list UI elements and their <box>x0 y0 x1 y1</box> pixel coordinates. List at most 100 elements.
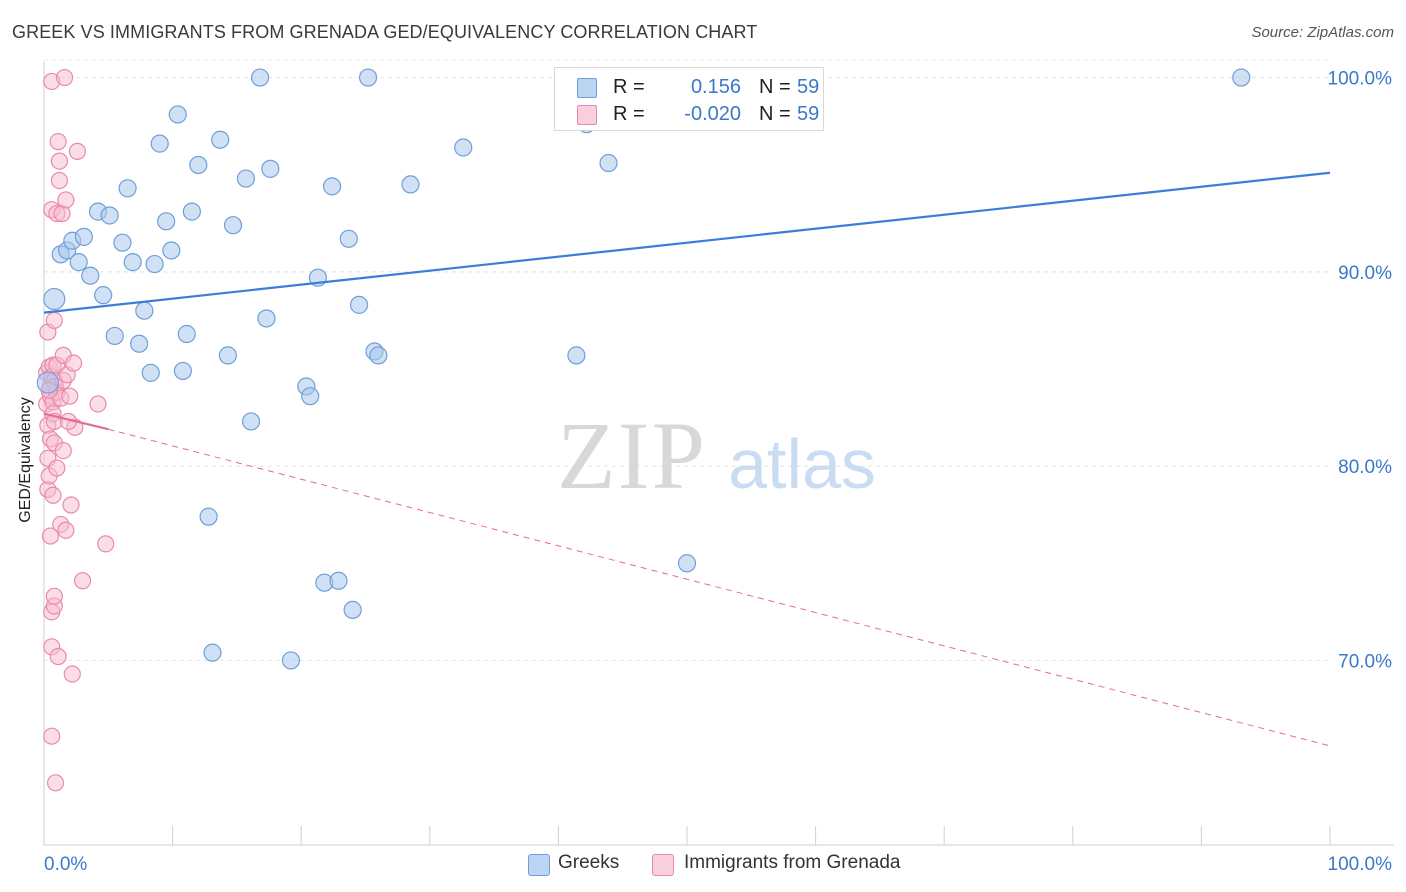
grenada-point <box>48 459 66 477</box>
grenada-point <box>45 587 63 605</box>
greeks-point <box>369 346 388 365</box>
legend-label-grenada: Immigrants from Grenada <box>684 852 901 873</box>
y-tick-label: 80.0% <box>1338 457 1392 478</box>
grenada-point <box>57 191 75 209</box>
grenada-point <box>54 441 72 460</box>
grenada-point <box>41 527 60 545</box>
greeks-point <box>182 202 201 221</box>
greeks-point <box>218 346 237 365</box>
greeks-point <box>211 130 230 149</box>
greeks-point <box>322 177 342 196</box>
greeks-point <box>261 159 280 178</box>
series-legend: Greeks Immigrants from Grenada <box>0 852 1406 878</box>
greeks-point <box>157 212 176 231</box>
greeks-point <box>349 295 369 314</box>
legend-swatch-pink <box>577 105 597 125</box>
x-tick-label-max: 100.0% <box>1328 854 1393 875</box>
greeks-point <box>145 254 164 274</box>
chart-title: GREEK VS IMMIGRANTS FROM GRENADA GED/EQU… <box>12 22 758 42</box>
grenada-trend-extension <box>108 428 1331 747</box>
greeks-point <box>43 287 66 311</box>
greeks-point <box>454 138 473 157</box>
greeks-point <box>177 324 196 344</box>
greeks-point <box>677 554 697 573</box>
legend-r-value: -0.020 <box>684 103 741 125</box>
greeks-point <box>343 600 362 620</box>
grenada-point <box>43 727 61 745</box>
greeks-point <box>236 169 256 188</box>
greeks-point <box>567 346 586 365</box>
legend-r-value: 0.156 <box>690 76 741 98</box>
legend-swatch-grenada <box>652 854 674 876</box>
greeks-point <box>173 361 192 381</box>
greeks-point <box>118 179 137 198</box>
greeks-point <box>105 326 124 346</box>
grenada-point <box>68 142 87 160</box>
legend-n-label: N = <box>759 103 791 125</box>
greeks-point <box>168 105 187 124</box>
grenada-point <box>46 774 65 792</box>
greeks-point <box>100 206 119 225</box>
legend-r-label: R = <box>613 76 645 98</box>
grenada-point <box>45 311 63 330</box>
grenada-point <box>61 387 79 405</box>
legend-r-label: R = <box>613 103 645 125</box>
greeks-point <box>257 309 276 328</box>
greeks-point <box>281 651 301 670</box>
watermark-atlas: atlas <box>728 425 876 503</box>
greeks-point <box>113 233 132 252</box>
greeks-point <box>329 571 348 590</box>
legend-label-greeks: Greeks <box>558 852 620 873</box>
grenada-point <box>55 68 74 87</box>
greeks-point <box>150 134 169 153</box>
greeks-point <box>301 387 320 406</box>
source-label: Source: ZipAtlas.com <box>1251 24 1394 41</box>
grenada-trend-line <box>43 412 109 431</box>
y-tick-label: 90.0% <box>1338 263 1392 284</box>
grenada-point <box>89 395 107 413</box>
greeks-point <box>1232 68 1251 87</box>
grenada-point <box>97 535 115 553</box>
legend-n-value: 59 <box>797 103 820 125</box>
greeks-point <box>81 266 100 285</box>
greeks-point <box>162 241 181 260</box>
greeks-point <box>599 153 618 173</box>
greeks-point <box>339 229 358 248</box>
greeks-point <box>141 363 160 382</box>
y-tick-label: 70.0% <box>1338 651 1392 672</box>
y-axis-label: GED/Equivalency <box>17 397 34 523</box>
grenada-point <box>49 133 67 151</box>
y-tick-label: 100.0% <box>1328 69 1393 90</box>
greeks-trend-line <box>43 171 1331 314</box>
greeks-point <box>223 216 243 235</box>
grenada-point <box>62 496 80 514</box>
watermark-zip: ZIP <box>557 402 707 509</box>
greeks-point <box>69 253 88 272</box>
correlation-legend: R = 0.156 N = 59 R = -0.020 N = 59 <box>554 67 824 131</box>
greeks-point <box>94 286 113 305</box>
legend-swatch-greeks <box>528 854 550 876</box>
grenada-point <box>50 171 69 190</box>
greeks-point <box>358 68 378 87</box>
greeks-point <box>130 334 149 353</box>
greeks-point <box>203 643 222 662</box>
greeks-point <box>189 155 208 175</box>
greeks-point <box>36 371 59 394</box>
grenada-point <box>63 665 81 683</box>
greeks-point <box>135 301 154 320</box>
legend-n-label: N = <box>759 76 791 98</box>
greeks-point <box>199 507 218 526</box>
greeks-point <box>241 412 261 431</box>
greeks-point <box>401 175 420 194</box>
grenada-point <box>73 572 92 590</box>
greeks-point <box>74 227 93 246</box>
legend-swatch-blue <box>577 78 597 98</box>
grenada-point <box>57 521 75 539</box>
grenada-point <box>44 486 62 504</box>
legend-n-value: 59 <box>797 76 820 98</box>
grenada-point <box>50 152 69 170</box>
grenada-point <box>49 647 67 666</box>
greeks-point <box>250 68 270 87</box>
grenada-point <box>64 354 83 372</box>
